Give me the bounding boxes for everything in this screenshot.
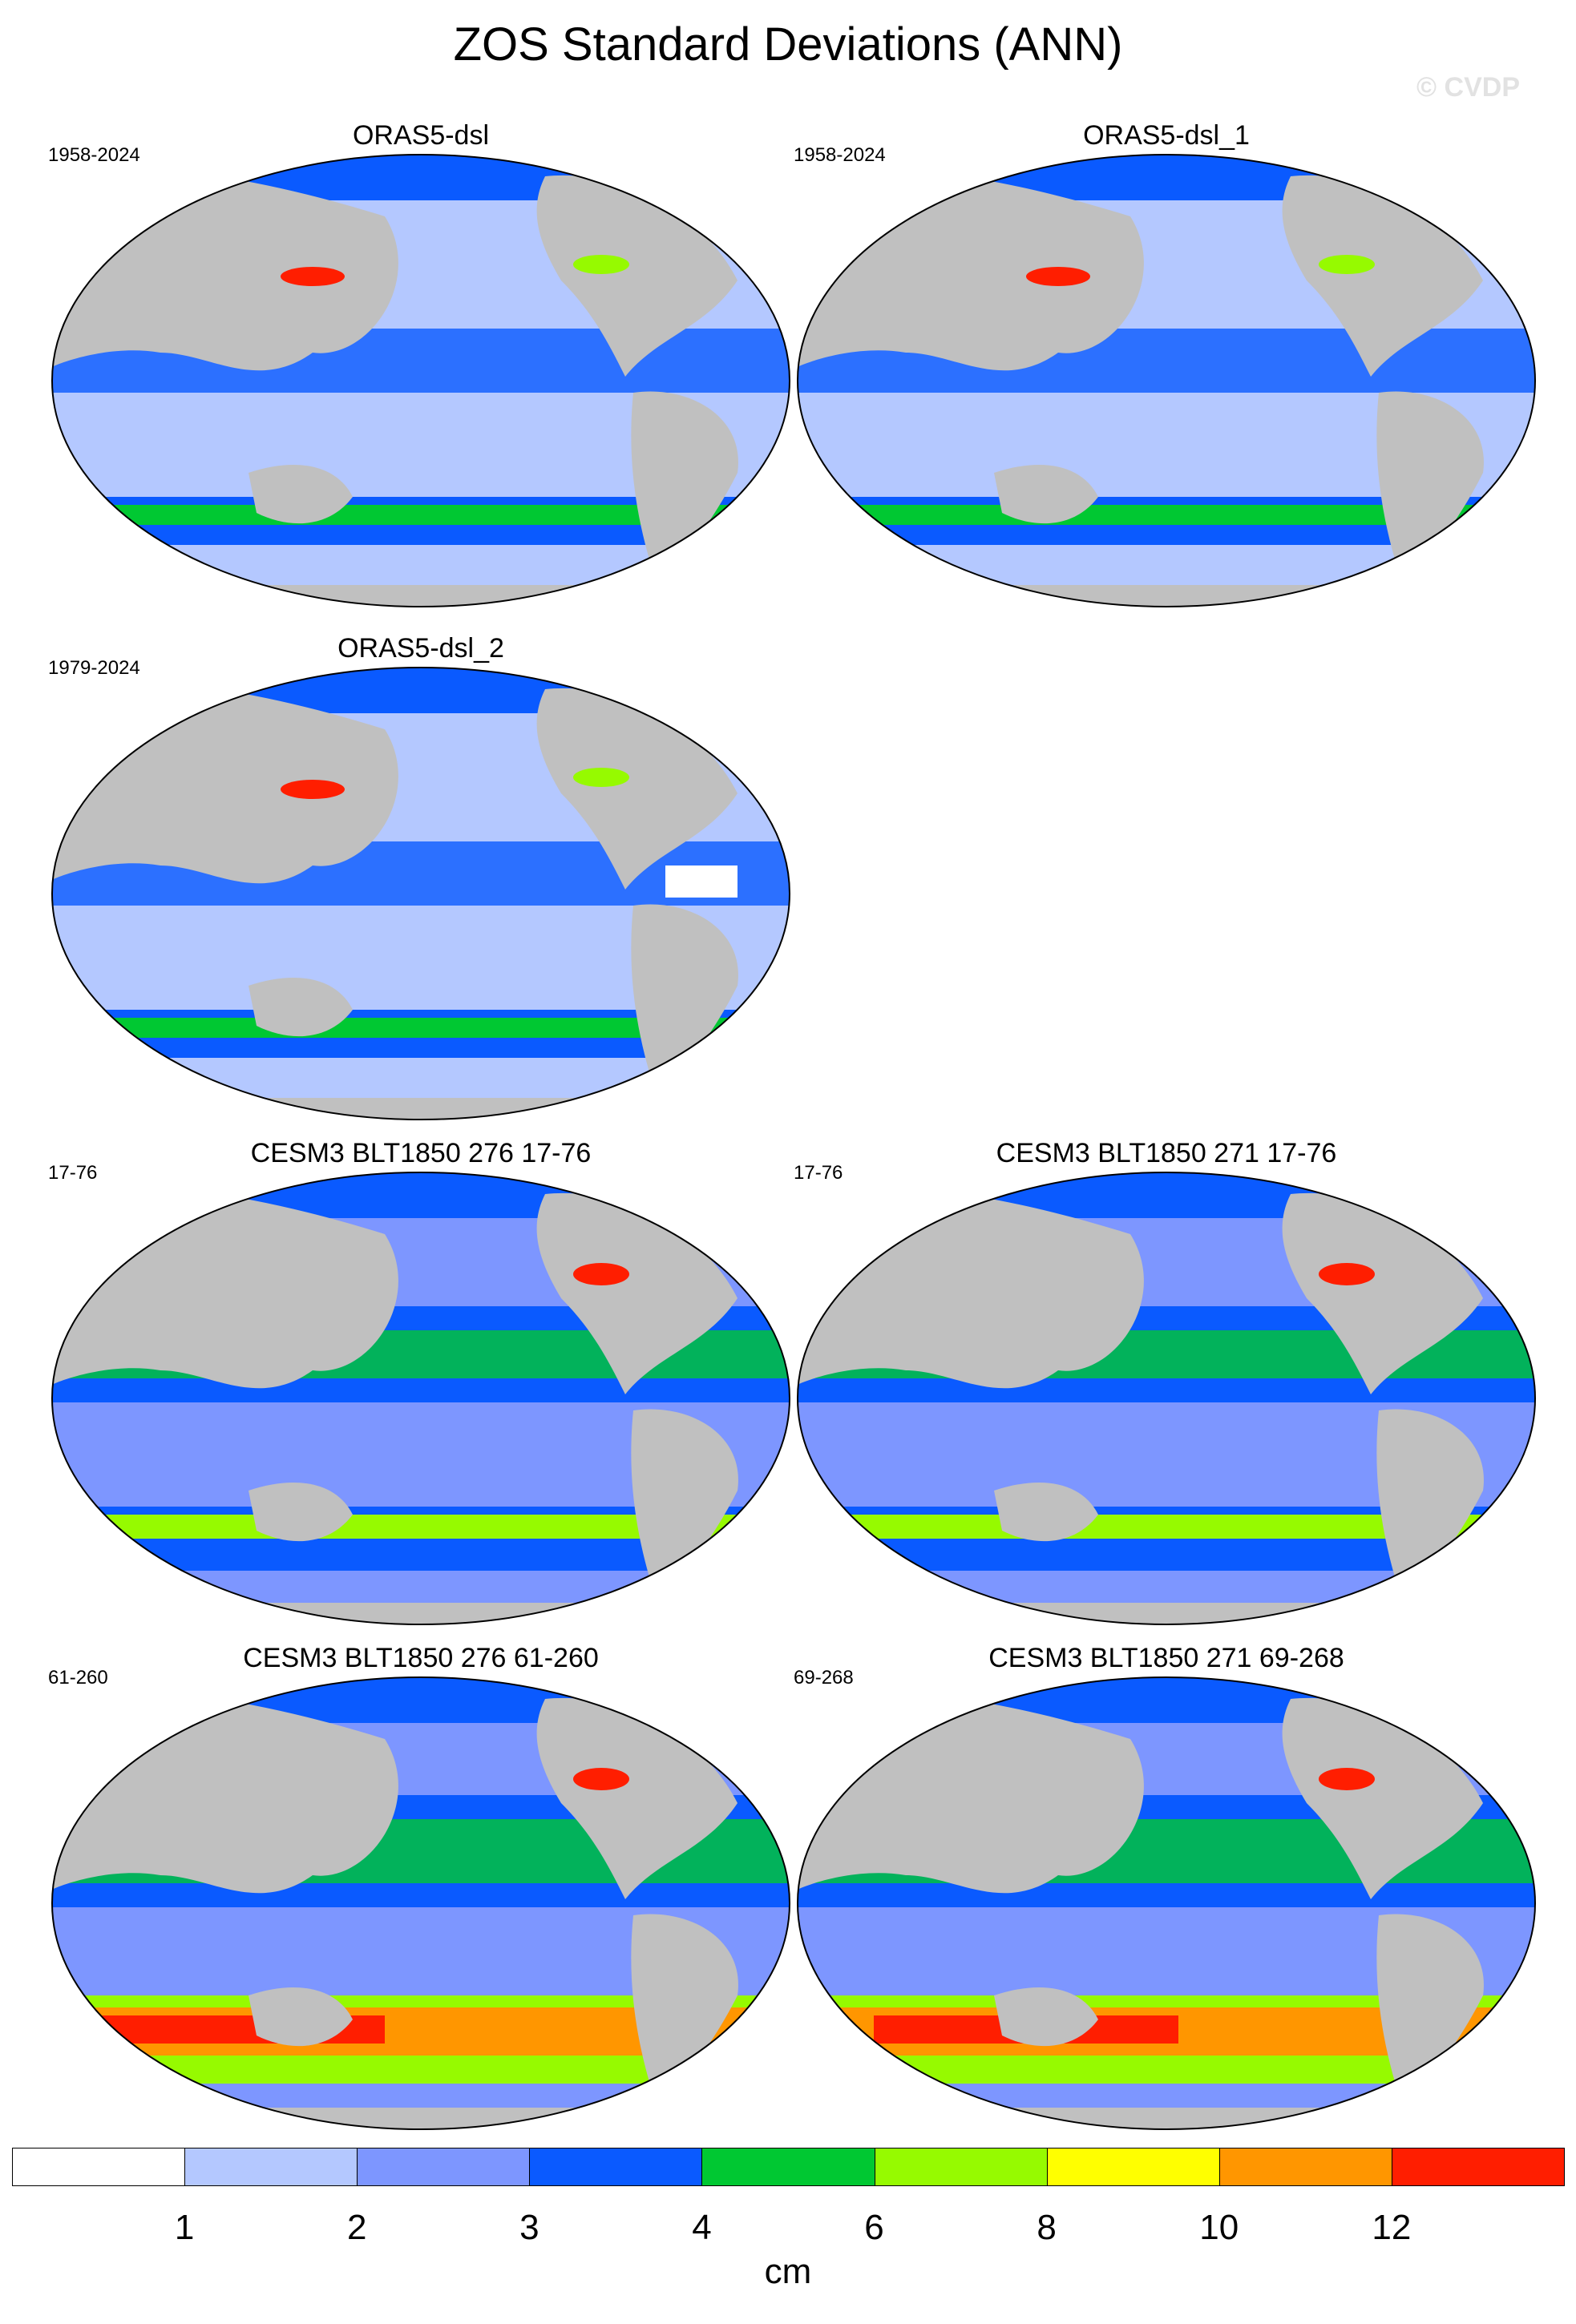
map-panel-cesm3-271-69-268: CESM3 BLT1850 271 69-268 69-268	[794, 1643, 1539, 2132]
colorbar-tick-label: 6	[864, 2208, 884, 2247]
colorbar-tick-label: 8	[1037, 2208, 1057, 2247]
colorbar-tick-label: 10	[1199, 2208, 1239, 2247]
world-map	[797, 1676, 1536, 2130]
world-map	[797, 154, 1536, 607]
panel-year-range: 1958-2024	[48, 144, 140, 166]
panel-year-range: 17-76	[48, 1162, 98, 1184]
colorbar-segment	[357, 2148, 531, 2186]
world-map	[51, 154, 790, 607]
figure-title: ZOS Standard Deviations (ANN)	[453, 18, 1123, 71]
panel-year-range: 17-76	[794, 1162, 843, 1184]
panel-year-range: 61-260	[48, 1667, 108, 1689]
panel-title: CESM3 BLT1850 276 61-260	[243, 1643, 599, 1673]
panel-title: ORAS5-dsl_1	[1083, 120, 1250, 151]
colorbar-tick-label: 2	[346, 2208, 367, 2247]
colorbar-tick-label: 12	[1372, 2208, 1412, 2247]
world-map	[797, 1172, 1536, 1625]
world-map	[51, 1676, 790, 2130]
panel-title: ORAS5-dsl_2	[337, 633, 504, 664]
map-panel-oras5-dsl-2: ORAS5-dsl_2 1979-2024	[48, 633, 794, 1122]
panel-title: CESM3 BLT1850 271 17-76	[996, 1138, 1337, 1168]
map-panel-cesm3-271-17-76: CESM3 BLT1850 271 17-76 17-76	[794, 1138, 1539, 1627]
world-map	[51, 667, 790, 1120]
panel-year-range: 69-268	[794, 1667, 854, 1689]
colorbar-tick-label: 3	[519, 2208, 539, 2247]
world-map	[51, 1172, 790, 1625]
cvdp-watermark: © CVDP	[1416, 72, 1520, 103]
colorbar-segment	[529, 2148, 703, 2186]
panel-year-range: 1979-2024	[48, 657, 140, 679]
colorbar-segment	[184, 2148, 358, 2186]
colorbar-segment	[1391, 2148, 1565, 2186]
map-panel-oras5-dsl-1: ORAS5-dsl_1 1958-2024	[794, 120, 1539, 609]
colorbar-segment	[12, 2148, 186, 2186]
colorbar-segment	[1046, 2148, 1220, 2186]
colorbar-segment	[874, 2148, 1048, 2186]
panel-title: ORAS5-dsl	[352, 120, 490, 151]
colorbar-units: cm	[764, 2252, 812, 2291]
panel-title: CESM3 BLT1850 276 17-76	[250, 1138, 592, 1168]
map-panel-oras5-dsl: ORAS5-dsl 1958-2024	[48, 120, 794, 609]
colorbar-segment	[701, 2148, 875, 2186]
colorbar	[12, 2148, 1565, 2188]
colorbar-tick-label: 4	[692, 2208, 712, 2247]
map-panel-cesm3-276-17-76: CESM3 BLT1850 276 17-76 17-76	[48, 1138, 794, 1627]
panel-title: CESM3 BLT1850 271 69-268	[988, 1643, 1344, 1673]
panel-year-range: 1958-2024	[794, 144, 886, 166]
colorbar-tick-label: 1	[174, 2208, 195, 2247]
map-panel-cesm3-276-61-260: CESM3 BLT1850 276 61-260 61-260	[48, 1643, 794, 2132]
colorbar-segment	[1218, 2148, 1392, 2186]
